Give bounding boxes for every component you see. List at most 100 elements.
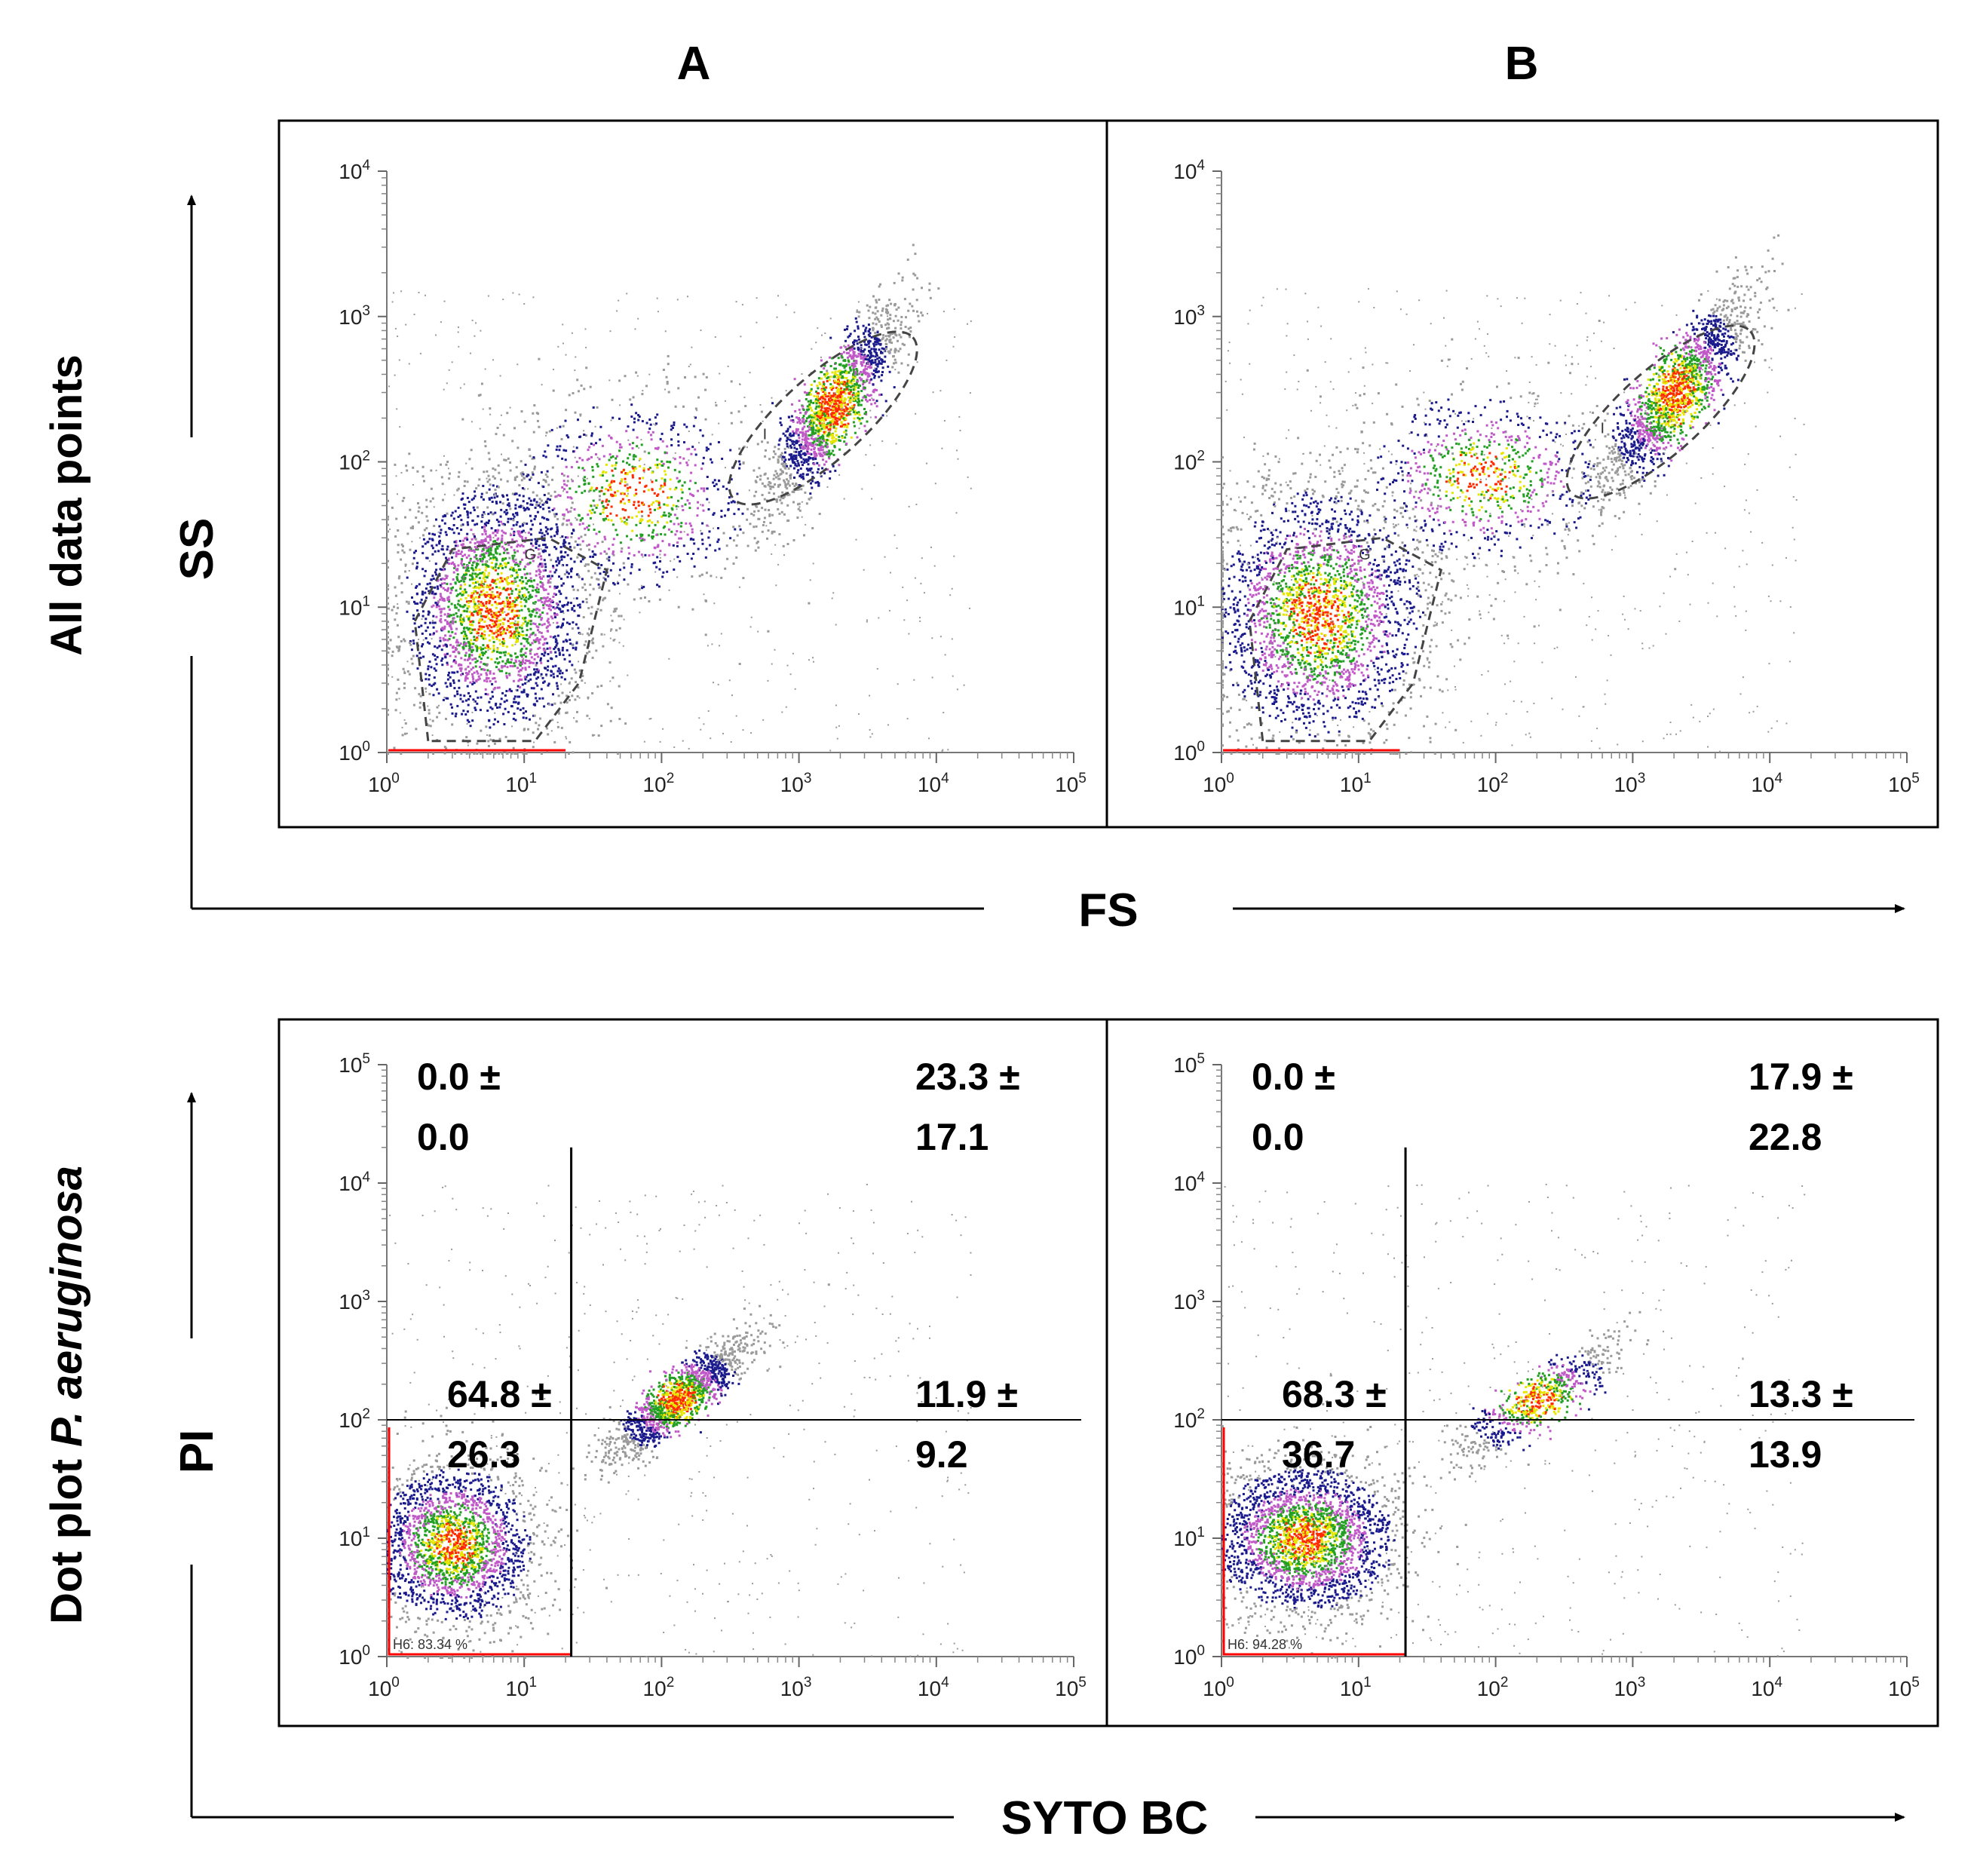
event-dot — [734, 528, 737, 531]
event-dot — [440, 568, 443, 571]
event-dot — [813, 394, 816, 397]
event-dot — [423, 529, 426, 532]
event-dot — [842, 364, 845, 367]
event-dot — [487, 575, 489, 577]
event-dot — [605, 517, 607, 520]
event-dot — [914, 253, 917, 256]
event-dot — [786, 437, 789, 440]
event-dot — [535, 677, 538, 680]
event-dot — [755, 490, 758, 493]
event-dot — [425, 596, 428, 599]
event-dot — [697, 396, 700, 399]
event-dot — [417, 502, 419, 504]
event-dot — [566, 523, 569, 526]
event-dot — [823, 472, 826, 475]
event-dot — [651, 431, 654, 434]
y-tick-label: 104 — [339, 158, 370, 183]
event-dot — [536, 419, 539, 422]
event-dot — [820, 446, 823, 449]
event-dot — [544, 455, 547, 458]
event-dot — [627, 499, 630, 502]
event-dot — [596, 541, 599, 544]
event-dot — [492, 677, 495, 680]
event-dot — [810, 416, 813, 419]
event-dot — [465, 627, 468, 630]
event-dot — [651, 471, 654, 474]
event-dot — [507, 544, 510, 547]
event-dot — [810, 496, 813, 499]
event-dot — [746, 544, 749, 547]
event-dot — [928, 282, 931, 285]
event-dot — [491, 562, 493, 564]
event-dot — [454, 621, 457, 624]
event-dots — [387, 244, 972, 755]
event-dot — [795, 429, 798, 432]
event-dot — [595, 507, 598, 509]
event-dot — [440, 463, 442, 466]
event-dot — [560, 438, 563, 440]
event-dot — [489, 547, 492, 550]
event-dot — [536, 608, 539, 611]
event-dot — [492, 484, 495, 487]
event-dot — [795, 448, 798, 451]
event-dot — [416, 562, 419, 565]
event-dot — [864, 358, 867, 360]
event-dot — [486, 710, 489, 712]
event-dot — [563, 556, 566, 559]
event-dot — [469, 557, 472, 560]
event-dot — [863, 354, 866, 357]
event-dot — [436, 716, 439, 719]
event-dot — [720, 515, 723, 518]
event-dot — [869, 365, 872, 368]
event-dot — [588, 509, 591, 512]
event-dot — [836, 395, 839, 397]
event-dot — [442, 644, 445, 647]
event-dot — [562, 582, 565, 585]
event-dot — [507, 602, 509, 605]
event-dot — [752, 526, 756, 529]
event-dot — [715, 483, 718, 486]
event-dot — [455, 641, 458, 644]
event-dot — [468, 630, 471, 633]
event-dot — [575, 518, 578, 521]
event-dot — [501, 494, 504, 497]
event-dot — [504, 541, 507, 544]
event-dot — [425, 515, 428, 518]
event-dot — [541, 676, 544, 679]
event-dot — [611, 495, 614, 498]
event-dot — [412, 618, 415, 620]
event-dot — [853, 425, 856, 428]
event-dot — [822, 397, 825, 400]
event-dot — [579, 518, 582, 521]
event-dot — [684, 376, 686, 379]
event-dot — [491, 619, 494, 622]
event-dot — [493, 677, 496, 679]
event-dot — [434, 658, 437, 661]
event-dot — [802, 446, 805, 449]
event-dot — [869, 351, 872, 354]
event-dot — [535, 652, 538, 655]
event-dot — [613, 480, 615, 483]
event-dot — [820, 428, 823, 431]
event-dot — [607, 575, 610, 578]
event-dot — [880, 362, 883, 365]
event-dot — [495, 552, 498, 555]
event-dot — [863, 336, 866, 339]
event-dot — [838, 412, 841, 415]
event-dot — [553, 648, 556, 651]
y-tick-label: 102 — [339, 449, 370, 474]
event-dot — [543, 559, 546, 562]
event-dot — [486, 576, 489, 579]
event-dot — [533, 404, 536, 407]
event-dot — [658, 598, 661, 601]
event-dot — [592, 406, 595, 409]
event-dot — [500, 478, 502, 481]
event-dot — [418, 506, 421, 509]
event-dot — [424, 621, 427, 624]
event-dot — [795, 442, 798, 445]
event-dot — [791, 443, 794, 446]
event-dot — [566, 571, 569, 574]
event-dot — [476, 649, 479, 652]
event-dot — [489, 588, 492, 591]
event-dot — [611, 416, 615, 419]
